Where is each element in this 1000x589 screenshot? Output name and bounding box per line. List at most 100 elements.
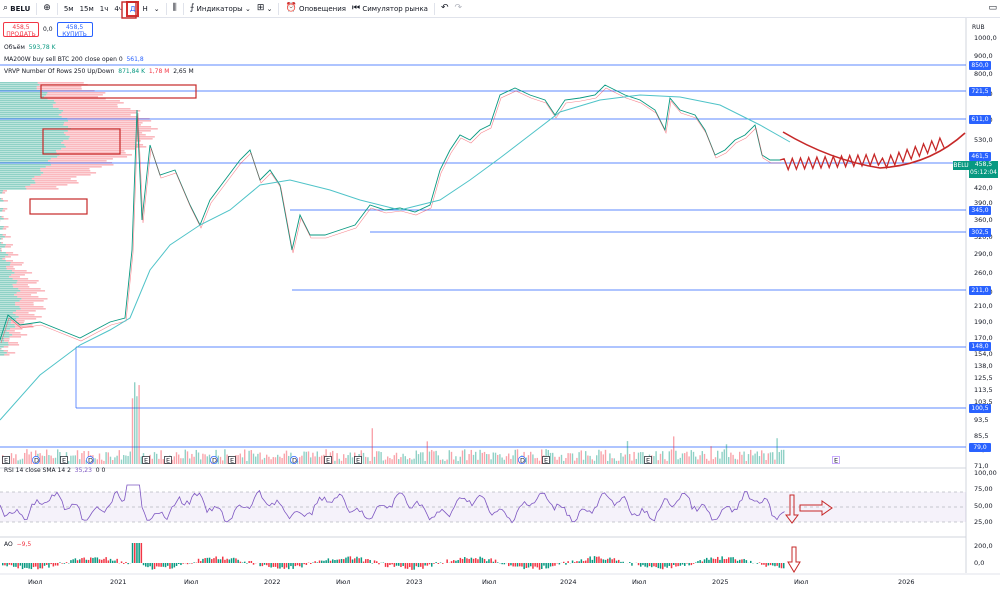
replay-button[interactable]: ⏮ Симулятор рынка <box>349 0 431 18</box>
timeframe-1h[interactable]: 1ч <box>99 4 109 13</box>
volume-bar <box>615 460 618 464</box>
volume-bar <box>708 460 710 464</box>
ao-bar <box>277 563 279 569</box>
ao-bar <box>362 561 365 563</box>
ao-bar <box>497 562 499 563</box>
volume-bar <box>96 459 98 464</box>
volume-bar <box>481 452 483 464</box>
ao-bar <box>615 560 618 563</box>
volume-bar <box>241 457 244 464</box>
ao-bar <box>334 560 336 563</box>
volume-bar <box>200 459 202 464</box>
ao-bar <box>681 563 684 565</box>
chart-type-button[interactable]: ⫼ <box>170 0 180 18</box>
volume-bar <box>613 458 615 464</box>
volume-bar <box>450 451 453 464</box>
profile-bar-down <box>64 144 144 146</box>
volume-bar <box>589 455 591 464</box>
profile-bar-up <box>0 294 15 296</box>
volume-bar <box>252 453 255 464</box>
ao-bar <box>41 563 44 569</box>
volume-bar <box>525 457 527 464</box>
profile-bar-up <box>0 150 57 152</box>
buy-button[interactable]: 458,5 КУПИТЬ <box>56 22 93 38</box>
rsi-legend[interactable]: RSI 14 close SMA 14 2 35,23 0 0 <box>4 467 105 474</box>
profile-bar-down <box>3 218 9 220</box>
timeframe-15m[interactable]: 15м <box>79 4 94 13</box>
volume-bar <box>437 455 439 464</box>
timeframe-4h[interactable]: 4ч <box>114 4 123 13</box>
ma-legend-name: MA200W buy sell BTC 200 close open 0 <box>4 56 123 63</box>
volume-bar <box>281 457 283 464</box>
ao-pane: 200,0 0,0 <box>2 542 993 573</box>
compare-button[interactable]: ⊕ <box>40 0 54 18</box>
volume-bar <box>391 459 393 464</box>
timeframe-dropdown[interactable]: ⌄ <box>151 0 163 18</box>
layouts-button[interactable]: ⊞ ⌄ <box>254 0 276 18</box>
ao-bar <box>101 559 103 563</box>
ao-legend[interactable]: AO −9,5 <box>4 541 31 548</box>
profile-bar-up <box>0 268 7 270</box>
profile-bar-down <box>4 236 11 238</box>
ao-bar <box>389 563 391 565</box>
volume-bar <box>369 460 371 464</box>
ao-bar <box>356 556 358 563</box>
event-label: E <box>646 457 650 465</box>
ao-bar <box>140 543 143 563</box>
volume-bar <box>604 449 607 464</box>
volume-bar <box>475 451 477 464</box>
ao-bar <box>512 563 514 567</box>
redo-button[interactable]: ↷ <box>452 0 466 18</box>
undo-button[interactable]: ↶ <box>438 0 452 18</box>
volume-bar <box>94 458 96 464</box>
earnings-marker <box>542 456 550 464</box>
ao-bar <box>239 561 242 563</box>
ao-bar <box>464 557 466 563</box>
ao-bar <box>384 563 387 567</box>
ao-bar <box>708 559 710 563</box>
vrvp-legend[interactable]: VRVP Number Of Rows 250 Up/Down 871,84 K… <box>4 68 194 75</box>
forecast-zigzag <box>779 136 945 172</box>
ao-bar <box>248 561 250 563</box>
profile-bar-up <box>0 216 2 218</box>
ao-bar <box>107 560 110 563</box>
timeframe-5m[interactable]: 5м <box>63 4 74 13</box>
alerts-button[interactable]: ⏰ Оповещения <box>282 0 349 18</box>
ao-bar <box>76 560 79 563</box>
price-tick: 85,5 <box>974 432 988 440</box>
indicators-button[interactable]: ⨍ Индикаторы ⌄ <box>187 0 254 18</box>
ao-bar <box>147 563 149 568</box>
profile-bar-down <box>2 234 7 236</box>
profile-bar-up <box>0 92 48 94</box>
ao-bar <box>228 559 231 563</box>
profile-bar-down <box>47 92 106 94</box>
ma-legend[interactable]: MA200W buy sell BTC 200 close open 0 561… <box>4 56 144 63</box>
profile-bar-down <box>36 88 82 90</box>
ao-bar <box>378 563 380 565</box>
fullscreen-button[interactable]: ▭ <box>985 0 1000 18</box>
volume-bar <box>116 455 118 464</box>
ao-bar <box>728 557 730 563</box>
profile-bar-down <box>2 192 6 194</box>
profile-bar-down <box>68 120 152 122</box>
volume-bar <box>24 452 26 464</box>
profile-bar-down <box>34 180 77 182</box>
ao-bar <box>59 562 61 563</box>
ao-bar <box>4 563 6 566</box>
ao-bar <box>516 563 519 567</box>
volume-legend[interactable]: Объём 593,78 K <box>4 44 56 51</box>
timeframe-week[interactable]: Н <box>142 4 148 13</box>
ao-bar <box>692 563 695 564</box>
profile-bar-down <box>11 320 25 322</box>
volume-bar <box>305 451 307 464</box>
chevron-down-icon: ⌄ <box>266 4 273 13</box>
volume-bar <box>659 453 662 464</box>
volume-bar <box>514 449 516 464</box>
profile-bar-up <box>0 122 65 124</box>
time-tick: Июл <box>794 578 809 586</box>
volume-bar <box>189 458 191 464</box>
symbol-search[interactable]: ⌕ BELU <box>0 0 33 18</box>
volume-bar <box>585 451 587 464</box>
sell-button[interactable]: 458,5 ПРОДАТЬ <box>3 22 39 38</box>
